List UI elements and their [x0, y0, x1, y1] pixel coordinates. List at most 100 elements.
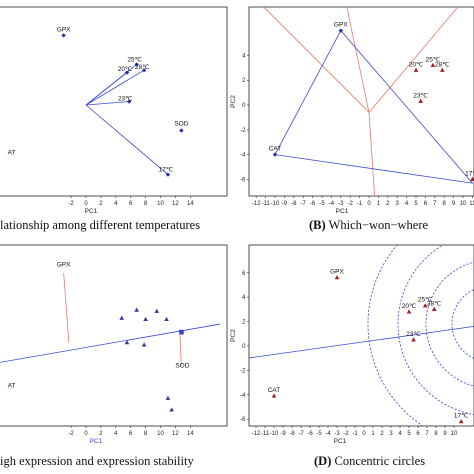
point-25c-label: 25℃ [127, 56, 142, 63]
point-17c-label: 17℃ [465, 170, 474, 177]
x-tick-label: 9 [443, 431, 447, 437]
x-tick-label: 10 [157, 201, 164, 207]
x-tick-label: -8 [291, 201, 297, 207]
concentric-circle-5 [367, 245, 424, 426]
vector-17c [85, 104, 169, 175]
y-axis-label: PC2 [230, 329, 237, 342]
point-28c-marker [141, 68, 147, 73]
x-tick-label: -12 [252, 201, 261, 207]
x-tick-label: -10 [271, 201, 280, 207]
plot-frame [0, 6, 228, 197]
x-tick-label: -6 [307, 431, 313, 437]
sector-line [368, 7, 459, 113]
triangle-3-marker [154, 308, 160, 313]
x-tick-label: 10 [460, 201, 467, 207]
point-cat-label: CAT [269, 146, 282, 153]
concentric-circle-2 [451, 289, 474, 359]
point-cat-marker [271, 393, 277, 398]
point-28c-label: 28℃ [427, 300, 442, 307]
x-tick-label: -3 [334, 431, 340, 437]
point-25c-marker [422, 303, 428, 308]
point-25c-label: 25℃ [418, 297, 433, 304]
y-tick-label: 6 [242, 271, 246, 277]
x-tick-label: -8 [289, 431, 295, 437]
point-gpx-marker [334, 275, 340, 280]
x-tick-label: 12 [172, 431, 179, 437]
x-tick-label: -2 [348, 201, 354, 207]
x-tick-label: -6 [310, 201, 316, 207]
x-tick-label: 3 [396, 201, 400, 207]
x-tick-label: -2 [68, 201, 74, 207]
x-tick-label: -12 [252, 431, 261, 437]
x-tick-label: 10 [451, 431, 458, 437]
x-tick-label: 7 [433, 201, 437, 207]
x-tick-label: -9 [282, 201, 288, 207]
x-tick-label: -1 [357, 201, 363, 207]
y-tick-label: -6 [240, 177, 246, 183]
panel-c: GPX SOD AT -2 0 2 4 6 8 10 12 14 PC1 igh expression a… [0, 244, 228, 468]
point-at-label: AT [8, 149, 16, 156]
plot-area [249, 245, 474, 426]
polygon-hull [274, 30, 474, 184]
y-tick-label: -6 [240, 417, 246, 423]
x-tick-label: -2 [68, 431, 74, 437]
vector-20c [85, 72, 128, 106]
x-tick-label: -10 [270, 431, 279, 437]
x-tick-label: 0 [362, 431, 366, 437]
point-gpx-label: GPX [330, 269, 344, 276]
point-17c-label: 17℃ [454, 413, 469, 420]
x-tick-label: 0 [84, 201, 88, 207]
y-tick-label: 4 [242, 295, 246, 301]
point-28c-label: 28℃ [435, 61, 450, 68]
point-17c-marker [470, 176, 474, 181]
x-tick-label: -4 [329, 201, 335, 207]
y-tick-label: -4 [240, 153, 246, 159]
x-tick-label: 0 [367, 201, 371, 207]
y-axis-label: PC2 [230, 95, 237, 108]
x-tick-label: -5 [316, 431, 322, 437]
average-environment-marker [179, 329, 184, 335]
x-tick-label: 4 [114, 431, 118, 437]
point-gpx-label: GPX [57, 261, 71, 268]
triangle-5-marker [124, 340, 130, 345]
x-tick-label: 1 [377, 201, 381, 207]
point-cat-marker [272, 152, 278, 157]
x-tick-label: 8 [443, 201, 447, 207]
triangle-1-marker [134, 307, 139, 312]
panel-caption: (B) Which−won−where [309, 218, 429, 232]
plot-frame [0, 244, 228, 427]
x-tick-label: 1 [371, 431, 375, 437]
plot-frame [248, 244, 474, 427]
point-20c-marker [124, 70, 130, 75]
x-tick-label: 6 [129, 201, 133, 207]
projection-gpx [63, 273, 70, 343]
x-tick-label: 8 [434, 431, 438, 437]
x-tick-label: -9 [280, 431, 286, 437]
triangle-0-marker [119, 315, 125, 320]
x-tick-label: 6 [416, 431, 420, 437]
y-tick-label: 2 [242, 78, 246, 84]
point-17c-marker [458, 419, 464, 424]
x-tick-label: -4 [325, 431, 331, 437]
y-tick-label: -2 [240, 368, 246, 374]
point-25c-marker [134, 62, 139, 67]
panel-a: GPX 25℃ 20℃ 28℃ 23℃ SOD 17℃ AT -2 0 2 4 6 8 10 12 14 PC1 l… [0, 6, 228, 232]
plot-area [263, 7, 474, 196]
x-tick-label: -3 [338, 201, 344, 207]
x-tick-label: 3 [389, 431, 393, 437]
point-20c-marker [406, 309, 412, 314]
point-gpx-label: GPX [334, 22, 348, 29]
plot-area [61, 33, 184, 177]
point-20c-label: 20℃ [402, 303, 417, 310]
x-axis-label: PC1 [334, 438, 347, 445]
point-23c-label: 23℃ [406, 331, 421, 338]
x-tick-label: 2 [99, 431, 103, 437]
panel-caption: lationship among different temperatures [0, 218, 200, 232]
x-axis-label: PC1 [85, 208, 98, 215]
point-gpx-label: GPX [57, 26, 71, 33]
x-tick-label: 2 [386, 201, 390, 207]
point-23c-marker [127, 99, 132, 104]
projection-sod [179, 332, 182, 366]
